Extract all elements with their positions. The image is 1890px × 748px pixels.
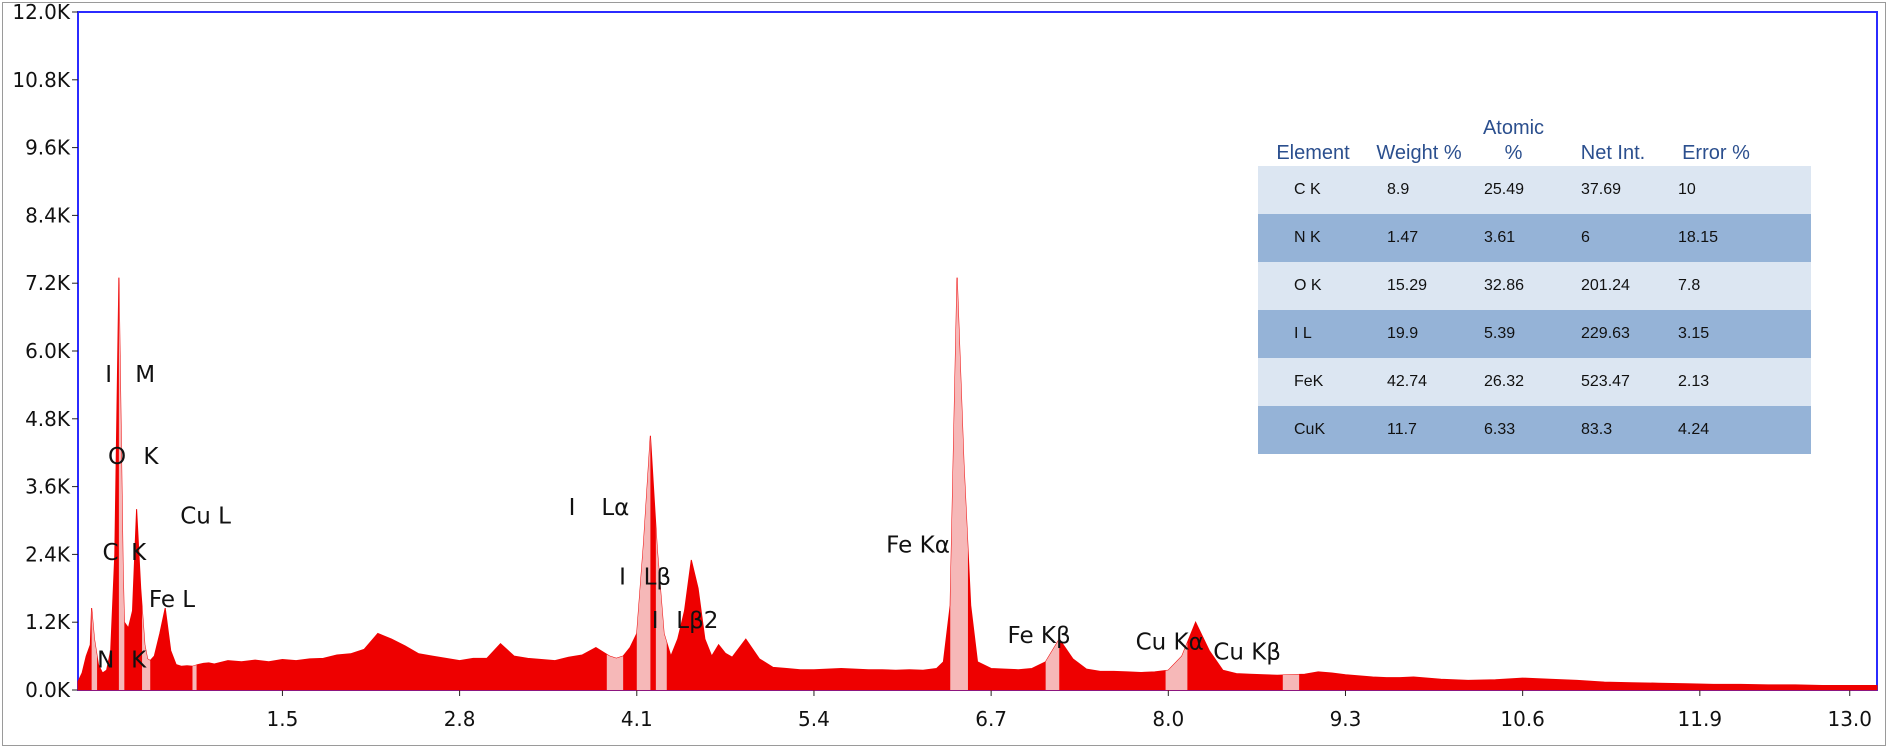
header-atomic: Atomic % — [1466, 116, 1561, 166]
cell-element: N K — [1294, 229, 1321, 246]
cell-atomic: 25.49 — [1484, 181, 1525, 198]
x-tick-label: 9.3 — [1330, 707, 1362, 731]
cell-weight: 11.7 — [1387, 421, 1417, 438]
x-tick-label: 11.9 — [1678, 707, 1723, 731]
table-body: C K 8.9 25.49 37.69 10 N K 1.47 3.61 6 18.15 O K 15… — [1258, 166, 1811, 454]
cell-element: C K — [1294, 181, 1321, 198]
x-tick-label: 4.1 — [621, 707, 653, 731]
cell-error: 4.24 — [1678, 421, 1710, 438]
cell-weight: 19.9 — [1387, 325, 1419, 342]
cell-weight: 42.74 — [1387, 373, 1428, 390]
peak-label: K — [131, 647, 147, 673]
cell-net: 6 — [1581, 229, 1590, 246]
cell-error: 18.15 — [1678, 229, 1719, 246]
y-tick-label: 7.2K — [25, 271, 71, 295]
header-error: Error % — [1682, 142, 1750, 164]
composition-table: Element Weight % Atomic % Net Int. Error… — [1258, 112, 1811, 454]
x-tick-label: 8.0 — [1152, 707, 1184, 731]
cell-element: CuK — [1294, 421, 1326, 438]
cell-error: 10 — [1678, 181, 1696, 198]
peak-label: Cu Kβ — [1213, 639, 1281, 665]
header-atomic-line1: Atomic — [1482, 117, 1545, 139]
peak-label: M — [135, 362, 155, 388]
y-tick-label: 9.6K — [25, 136, 71, 160]
cell-net: 523.47 — [1581, 373, 1630, 390]
cell-atomic: 6.33 — [1484, 421, 1516, 438]
cell-weight: 1.47 — [1387, 229, 1419, 246]
peak-label: Lβ2 — [676, 608, 718, 634]
cell-element: FeK — [1294, 373, 1324, 390]
axes-layer: 0.0K 1.2K 2.4K 3.6K 4.8K 6.0K 7.2K 8.4K 9.6K 10.8… — [12, 0, 1878, 731]
peak-label: N — [97, 647, 114, 673]
peak-window — [91, 277, 98, 690]
cell-error: 2.13 — [1678, 373, 1710, 390]
spectrum-area — [77, 277, 1878, 691]
y-tick-label: 12.0K — [12, 0, 71, 24]
y-tick-label: 8.4K — [25, 203, 71, 227]
table-row: C K 8.9 25.49 37.69 10 — [1258, 166, 1811, 214]
peak-window — [950, 277, 968, 690]
cell-error: 3.15 — [1678, 325, 1710, 342]
cell-net: 37.69 — [1581, 181, 1622, 198]
table-row: I L 19.9 5.39 229.63 3.15 — [1258, 310, 1811, 358]
x-tick-label: 5.4 — [798, 707, 830, 731]
cell-element: I L — [1294, 325, 1312, 342]
peak-label: Lα — [601, 495, 629, 521]
peak-window — [118, 277, 125, 690]
header-element: Element — [1276, 142, 1350, 164]
peak-label: K — [143, 444, 159, 470]
peak-label: I — [569, 495, 576, 521]
peak-label: I — [105, 362, 112, 388]
x-tick-label: 6.7 — [975, 707, 1007, 731]
header-net-int: Net Int. — [1580, 142, 1646, 164]
y-tick-label: 10.8K — [12, 68, 71, 92]
table-row: FeK 42.74 26.32 523.47 2.13 — [1258, 358, 1811, 406]
peak-label: K — [131, 540, 147, 566]
x-tick-label: 10.6 — [1500, 707, 1545, 731]
table-row: N K 1.47 3.61 6 18.15 — [1258, 214, 1811, 262]
cell-error: 7.8 — [1678, 277, 1701, 294]
peak-label: Cu L — [180, 503, 231, 529]
table-row: CuK 11.7 6.33 83.3 4.24 — [1258, 406, 1811, 454]
peak-label: I — [652, 608, 659, 634]
peak-label: O — [108, 444, 126, 470]
y-tick-label: 2.4K — [25, 542, 71, 566]
peak-label: Lβ — [644, 564, 672, 590]
peak-window — [1165, 277, 1188, 690]
cell-net: 83.3 — [1581, 421, 1613, 438]
cell-atomic: 32.86 — [1484, 277, 1525, 294]
cell-atomic: 3.61 — [1484, 229, 1516, 246]
y-tick-label: 6.0K — [25, 339, 71, 363]
table-row: O K 15.29 32.86 201.24 7.8 — [1258, 262, 1811, 310]
peak-label: Cu Kα — [1136, 629, 1204, 655]
peak-label: Fe L — [149, 587, 195, 613]
peak-label: Fe Kα — [886, 533, 950, 559]
cell-element: O K — [1294, 277, 1322, 294]
cell-atomic: 5.39 — [1484, 325, 1516, 342]
peak-label: Fe Kβ — [1007, 623, 1070, 649]
x-tick-label: 1.5 — [267, 707, 299, 731]
table-header: Element Weight % Atomic % Net Int. Error… — [1258, 112, 1811, 166]
peak-label: C — [103, 540, 119, 566]
header-weight: Weight % — [1376, 142, 1462, 164]
cell-atomic: 26.32 — [1484, 373, 1525, 390]
x-tick-label: 13.0 — [1827, 707, 1872, 731]
peak-window — [1045, 277, 1060, 690]
cell-net: 201.24 — [1581, 277, 1630, 294]
cell-weight: 8.9 — [1387, 181, 1410, 198]
peak-label: I — [619, 564, 626, 590]
y-tick-label: 0.0K — [25, 678, 71, 702]
y-tick-label: 3.6K — [25, 475, 71, 499]
header-atomic-line2: % — [1504, 142, 1523, 164]
cell-weight: 15.29 — [1387, 277, 1428, 294]
x-tick-label: 2.8 — [444, 707, 476, 731]
cell-net: 229.63 — [1581, 325, 1630, 342]
y-tick-label: 1.2K — [25, 610, 71, 634]
y-tick-label: 4.8K — [25, 407, 71, 431]
